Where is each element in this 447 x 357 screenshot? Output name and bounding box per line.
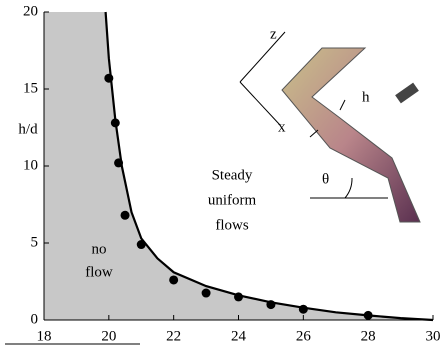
x-tick-label: 20: [101, 328, 116, 344]
y-tick-label: 20: [23, 3, 38, 19]
x-tick-label: 26: [296, 328, 312, 344]
data-point: [136, 240, 146, 250]
data-point: [120, 210, 130, 220]
inset-label: θ: [322, 171, 329, 187]
x-tick-label: 24: [231, 328, 247, 344]
y-tick-label: 5: [31, 234, 39, 250]
inset-diagram: z x h θ: [239, 26, 421, 223]
x-tick-label: 28: [361, 328, 376, 344]
data-point: [201, 288, 211, 298]
y-tick-label: 10: [23, 157, 38, 173]
inset-label: z: [270, 26, 277, 42]
y-tick-label: 15: [23, 80, 38, 96]
x-tick-label: 18: [37, 328, 52, 344]
camera: [395, 82, 419, 104]
data-point: [110, 118, 120, 128]
data-point: [104, 73, 114, 83]
boundary-curve: [104, 11, 434, 322]
arrow-h: [309, 129, 319, 138]
data-point: [169, 275, 179, 285]
y-axis-label: h/d: [18, 121, 38, 137]
angle-arc: [344, 177, 353, 199]
data-point: [298, 304, 308, 314]
data-point: [266, 300, 276, 310]
annotation: uniform: [208, 192, 257, 208]
axis-x: [239, 81, 281, 126]
inset-label: h: [362, 89, 370, 105]
annotation: flow: [85, 264, 113, 280]
data-point: [114, 158, 124, 168]
annotation: flows: [215, 217, 248, 233]
y-tick-label: 0: [31, 311, 39, 327]
data-point: [363, 310, 373, 320]
data-point: [234, 292, 243, 302]
x-tick-label: 30: [426, 328, 441, 344]
axis-z: [239, 31, 286, 83]
annotation: no: [92, 241, 107, 257]
x-tick-label: 22: [166, 328, 181, 344]
plot-area: 0 5 10 15 20 18 20 22 24 26 28 30: [23, 3, 441, 344]
inset-label: x: [278, 119, 286, 135]
annotation: Steady: [212, 167, 253, 183]
chute: [281, 47, 421, 223]
arrow-h: [339, 99, 346, 111]
